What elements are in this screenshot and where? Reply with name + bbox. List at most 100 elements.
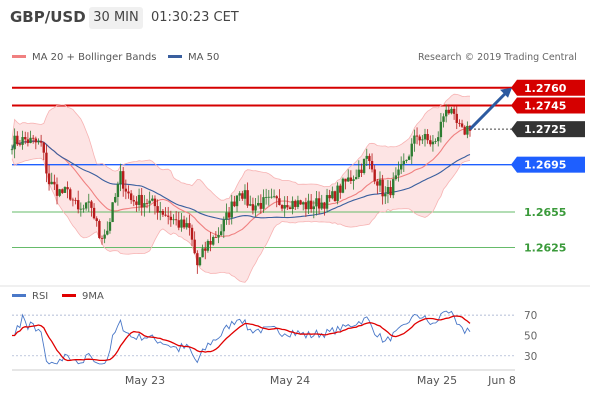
candle-body	[114, 196, 117, 203]
candle-body	[148, 200, 151, 204]
rsi-ma9-line	[12, 315, 471, 362]
candle-body	[143, 203, 146, 208]
candle-body	[399, 164, 403, 170]
candle-body	[270, 196, 273, 198]
forecast-arrow-shaft	[468, 91, 508, 131]
candle-body	[100, 238, 104, 239]
candle-body	[182, 219, 186, 228]
candle-body	[55, 184, 59, 196]
candle-body	[381, 179, 384, 197]
candle-body	[415, 135, 419, 137]
candle-body	[26, 139, 30, 144]
candle-body	[198, 257, 202, 266]
candle-body	[87, 201, 90, 203]
candle-body	[360, 169, 363, 173]
candle-body	[58, 189, 61, 196]
timestamp: 01:30:23 CET	[151, 10, 239, 25]
rsi-legend-label: RSI	[32, 291, 49, 302]
candle-body	[325, 195, 329, 209]
candle-body	[61, 189, 64, 193]
candle-body	[405, 159, 408, 161]
candle-body	[466, 125, 469, 135]
candle-body	[169, 216, 173, 221]
level-label-resistance: 1.2745	[524, 100, 566, 113]
candle-body	[304, 202, 308, 210]
candle-body	[69, 189, 72, 200]
candle-body	[447, 109, 451, 114]
candle-body	[365, 155, 368, 159]
candle-body	[463, 126, 466, 135]
candle-body	[328, 195, 331, 199]
candle-body	[92, 207, 96, 219]
candle-body	[217, 234, 220, 238]
candle-body	[272, 196, 276, 198]
candle-body	[71, 199, 75, 201]
candle-body	[368, 155, 371, 162]
candle-body	[116, 183, 120, 197]
candle-body	[53, 181, 56, 185]
candle-body	[66, 187, 69, 190]
level-label-box	[517, 97, 585, 114]
ma9-swatch	[62, 293, 76, 297]
candle-body	[159, 210, 162, 213]
ma20-swatch	[12, 54, 26, 58]
candle-body	[333, 191, 337, 202]
candle-body	[254, 205, 257, 211]
level-label-box	[517, 156, 585, 173]
candle-body	[188, 223, 191, 228]
candle-body	[166, 215, 170, 217]
candle-body	[13, 135, 16, 150]
x-axis-label: May 25	[417, 374, 457, 387]
candle-body	[283, 205, 286, 209]
level-label-box	[517, 79, 585, 96]
candle-body	[119, 171, 122, 184]
rsi-swatch	[12, 293, 26, 297]
candle-body	[389, 187, 392, 196]
candle-body	[153, 198, 157, 207]
candle-body	[317, 198, 321, 209]
candle-body	[238, 193, 241, 196]
candle-body	[137, 194, 141, 205]
candle-body	[354, 177, 358, 180]
bollinger-band-area	[12, 94, 470, 283]
candle-body	[39, 141, 43, 143]
candle-body	[45, 152, 48, 174]
candle-body	[418, 136, 421, 141]
candle-body	[251, 204, 255, 211]
candle-body	[267, 196, 270, 198]
candle-body	[16, 135, 19, 145]
candle-body	[249, 204, 252, 206]
candle-body	[103, 234, 106, 239]
candle-body	[230, 201, 233, 218]
candle-body	[309, 200, 313, 210]
candle-body	[233, 201, 236, 207]
candle-body	[29, 137, 32, 144]
candle-body	[280, 204, 284, 209]
candle-body	[370, 161, 374, 170]
ma20-line	[11, 127, 471, 237]
candle-body	[357, 169, 361, 178]
candle-body	[394, 175, 398, 180]
candle-body	[336, 185, 339, 202]
timeframe-badge[interactable]: 30 MIN	[89, 7, 143, 29]
candle-body	[426, 134, 429, 141]
x-axis-label: May 23	[125, 374, 165, 387]
candle-body	[320, 202, 323, 209]
rsi-tick-label: 70	[524, 310, 537, 322]
candle-body	[384, 193, 387, 197]
candle-body	[204, 248, 207, 251]
candle-body	[151, 198, 154, 201]
candle-body	[431, 141, 435, 145]
x-axis-label: May 24	[270, 374, 310, 387]
candle-body	[386, 187, 390, 194]
candle-body	[315, 198, 318, 207]
candle-body	[111, 202, 114, 223]
currency-pair-title: GBP/USD	[10, 8, 86, 26]
candle-body	[219, 231, 223, 235]
candle-body	[201, 248, 204, 258]
candle-body	[421, 139, 424, 141]
candle-body	[31, 137, 35, 139]
candle-body	[37, 141, 40, 143]
candle-body	[227, 212, 231, 218]
